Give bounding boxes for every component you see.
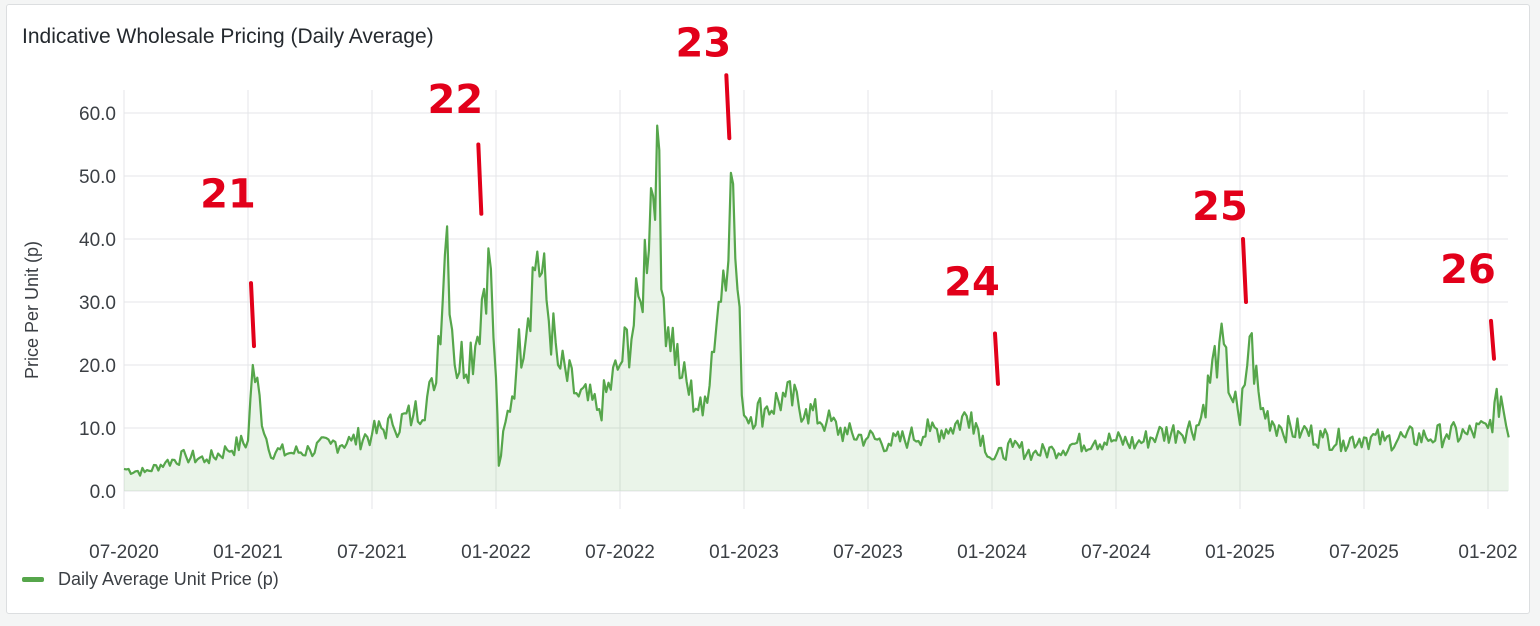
series-line[interactable] bbox=[123, 124, 1510, 477]
x-axis-ticks: 07-2020 01-2021 07-2021 01-2022 07-2022 01-20… bbox=[89, 542, 1517, 563]
y-tick-label: 10.0 bbox=[79, 419, 116, 440]
chart-grid bbox=[123, 90, 1508, 509]
annotation-label: 21 bbox=[200, 172, 256, 218]
x-tick-label: 07-2021 bbox=[337, 542, 407, 563]
annotation-marker bbox=[249, 281, 256, 349]
series-area bbox=[124, 125, 1509, 491]
y-axis-label: Price Per Unit (p) bbox=[22, 241, 42, 379]
x-tick-label: 07-2023 bbox=[833, 542, 903, 563]
x-tick-label: 01-202 bbox=[1458, 542, 1517, 563]
chart-panel: Indicative Wholesale Pricing (Daily Aver… bbox=[6, 4, 1530, 614]
x-tick-label: 07-2020 bbox=[89, 542, 159, 563]
x-tick-label: 07-2024 bbox=[1081, 542, 1151, 563]
annotation-marker bbox=[993, 331, 1000, 386]
x-tick-label: 01-2024 bbox=[957, 542, 1027, 563]
annotation-label: 23 bbox=[675, 20, 731, 66]
annotation-marker bbox=[724, 73, 732, 141]
annotation-label: 26 bbox=[1440, 247, 1496, 293]
y-tick-label: 20.0 bbox=[79, 356, 116, 377]
x-tick-label: 01-2021 bbox=[213, 542, 283, 563]
annotation-label: 25 bbox=[1192, 184, 1248, 230]
x-tick-label: 01-2025 bbox=[1205, 542, 1275, 563]
y-tick-label: 40.0 bbox=[79, 230, 116, 251]
y-tick-label: 60.0 bbox=[79, 104, 116, 125]
annotation-marker bbox=[1241, 237, 1248, 304]
annotation-label: 24 bbox=[944, 260, 1000, 306]
annotation-label: 22 bbox=[427, 77, 483, 123]
legend[interactable]: Daily Average Unit Price (p) bbox=[22, 569, 279, 590]
y-axis-ticks: 0.0 10.0 20.0 30.0 40.0 50.0 60.0 bbox=[79, 104, 116, 503]
legend-swatch bbox=[22, 577, 44, 582]
legend-label: Daily Average Unit Price (p) bbox=[58, 569, 279, 589]
handwritten-annotations: 21 22 23 24 25 26 bbox=[200, 20, 1496, 386]
x-tick-label: 07-2022 bbox=[585, 542, 655, 563]
panel-title: Indicative Wholesale Pricing (Daily Aver… bbox=[22, 25, 434, 48]
y-tick-label: 50.0 bbox=[79, 167, 116, 188]
x-tick-label: 01-2022 bbox=[461, 542, 531, 563]
y-tick-label: 0.0 bbox=[90, 482, 116, 503]
x-tick-label: 01-2023 bbox=[709, 542, 779, 563]
annotation-marker bbox=[1489, 318, 1496, 361]
x-tick-label: 07-2025 bbox=[1329, 542, 1399, 563]
y-tick-label: 30.0 bbox=[79, 293, 116, 314]
annotation-marker bbox=[476, 142, 484, 216]
